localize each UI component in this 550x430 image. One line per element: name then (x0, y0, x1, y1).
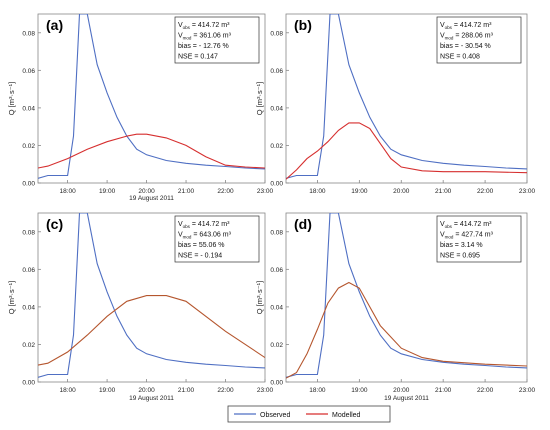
y-axis-label: Q [m³·s⁻¹] (7, 281, 16, 315)
x-tick-label: 21:00 (435, 387, 452, 394)
x-tick-label: 19:00 (351, 188, 368, 195)
panel-label: (b) (294, 17, 312, 33)
x-tick-label: 22:00 (477, 387, 494, 394)
x-tick-label: 21:00 (435, 188, 452, 195)
x-tick-label: 20:00 (138, 188, 155, 195)
series-line-modelled (286, 122, 527, 180)
x-tick-label: 23:00 (519, 387, 536, 394)
y-tick-label: 0.00 (22, 380, 35, 387)
stats-line: NSE = 0.408 (440, 54, 480, 61)
stats-box (174, 215, 260, 263)
x-tick-label: 22:00 (217, 387, 234, 394)
date-label: 19 August 2011 (384, 395, 429, 402)
stats-box (174, 16, 260, 64)
y-tick-label: 0.04 (270, 304, 283, 311)
panel-c: 0.00 0.02 0.04 0.06 0.08 18:00 19:00 20:00 21:00… (7, 212, 274, 402)
series-line-modelled (38, 133, 265, 169)
date-label: 19 August 2011 (129, 195, 174, 202)
stats-box (436, 215, 522, 263)
y-tick-label: 0.08 (22, 229, 35, 236)
panel-label: (c) (46, 216, 63, 232)
y-tick-label: 0.02 (22, 143, 35, 150)
y-axis-label: Q [m³·s⁻¹] (255, 82, 264, 116)
y-tick-label: 0.04 (270, 105, 283, 112)
legend-label-observed: Observed (260, 412, 290, 419)
series-line-observed (38, 14, 265, 179)
stats-line: Vobs = 414.72 m³ (440, 221, 492, 229)
y-tick-label: 0.00 (270, 181, 283, 188)
x-tick-label: 23:00 (519, 188, 536, 195)
series-line-modelled (286, 281, 527, 379)
series-line-modelled (38, 295, 265, 366)
legend: Observed Modelled (227, 405, 391, 423)
y-tick-label: 0.02 (270, 342, 283, 349)
x-tick-label: 21:00 (178, 188, 195, 195)
stats-line: Vmod = 643.06 m³ (178, 232, 232, 240)
y-tick-label: 0.00 (270, 380, 283, 387)
x-tick-label: 20:00 (393, 387, 410, 394)
stats-line: Vmod = 427.74 m³ (440, 232, 494, 240)
x-tick-label: 20:00 (393, 188, 410, 195)
y-tick-label: 0.08 (22, 30, 35, 37)
panel-a: 0.00 0.02 0.04 0.06 0.08 18:00 19:00 20:00 21:00… (7, 13, 274, 202)
x-tick-label: 20:00 (138, 387, 155, 394)
x-tick-label: 18:00 (59, 387, 76, 394)
x-tick-label: 23:00 (257, 188, 274, 195)
y-tick-label: 0.08 (270, 30, 283, 37)
panel-label: (d) (294, 216, 312, 232)
x-tick-label: 21:00 (178, 387, 195, 394)
y-axis-label: Q [m³·s⁻¹] (255, 281, 264, 315)
series-line-observed (38, 213, 265, 378)
panel-d: 0.00 0.02 0.04 0.06 0.08 18:00 19:00 20:00 21:00… (255, 212, 536, 402)
y-tick-label: 0.06 (22, 68, 35, 75)
stats-line: Vobs = 414.72 m³ (178, 22, 230, 30)
stats-line: bias = 55.06 % (178, 242, 225, 249)
stats-line: bias = - 12.76 % (178, 43, 229, 50)
y-tick-label: 0.06 (270, 68, 283, 75)
y-axis-label: Q [m³·s⁻¹] (7, 82, 16, 116)
series-line-observed (286, 213, 527, 378)
x-tick-label: 23:00 (257, 387, 274, 394)
x-tick-label: 19:00 (351, 387, 368, 394)
series-line-observed (286, 14, 527, 179)
y-tick-label: 0.02 (270, 143, 283, 150)
y-tick-label: 0.00 (22, 181, 35, 188)
date-label: 19 August 2011 (129, 395, 174, 402)
y-tick-label: 0.04 (22, 304, 35, 311)
y-tick-label: 0.02 (22, 342, 35, 349)
stats-line: bias = - 30.54 % (440, 43, 491, 50)
stats-line: NSE = - 0.194 (178, 253, 222, 260)
x-tick-label: 18:00 (59, 188, 76, 195)
x-tick-label: 22:00 (217, 188, 234, 195)
stats-line: Vmod = 288.06 m³ (440, 33, 494, 41)
stats-line: NSE = 0.147 (178, 54, 218, 61)
stats-line: NSE = 0.695 (440, 253, 480, 260)
stats-line: bias = 3.14 % (440, 242, 483, 249)
y-tick-label: 0.06 (270, 267, 283, 274)
panel-b: 0.00 0.02 0.04 0.06 0.08 18:00 19:00 20:00 21:00… (255, 13, 536, 195)
stats-line: Vmod = 361.06 m³ (178, 33, 232, 41)
x-tick-label: 22:00 (477, 188, 494, 195)
legend-label-modelled: Modelled (332, 412, 361, 419)
y-tick-label: 0.06 (22, 267, 35, 274)
y-tick-label: 0.04 (22, 105, 35, 112)
x-tick-label: 18:00 (309, 387, 326, 394)
x-tick-label: 18:00 (309, 188, 326, 195)
x-tick-label: 19:00 (99, 387, 116, 394)
stats-line: Vobs = 414.72 m³ (178, 221, 230, 229)
y-tick-label: 0.08 (270, 229, 283, 236)
stats-box (436, 16, 522, 64)
panel-label: (a) (46, 17, 63, 33)
stats-line: Vobs = 414.72 m³ (440, 22, 492, 30)
x-tick-label: 19:00 (99, 188, 116, 195)
